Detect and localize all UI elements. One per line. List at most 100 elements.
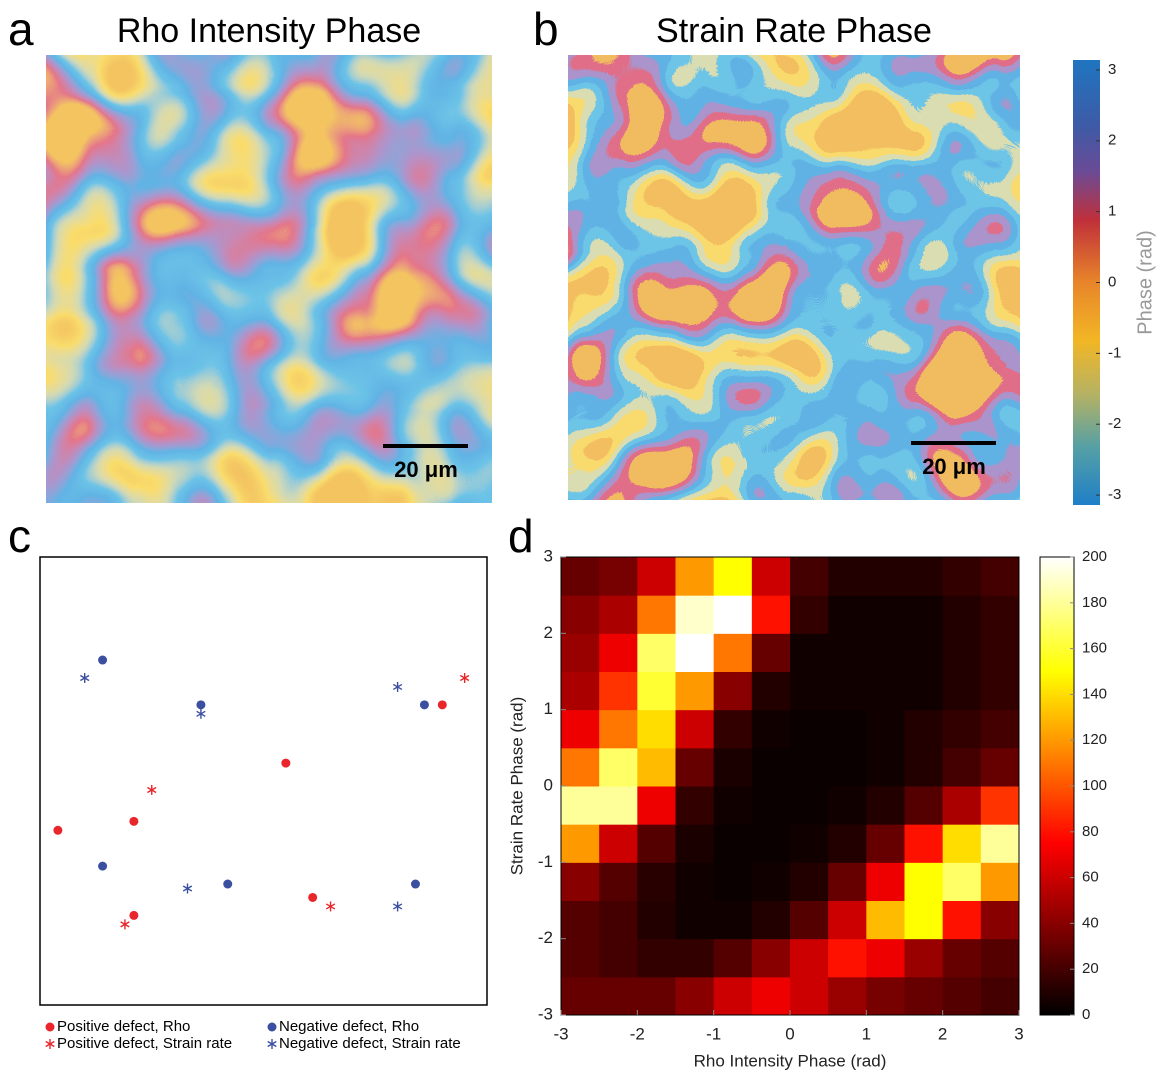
defect-point [459,672,470,683]
heatmap-cell [675,786,715,825]
heatmap-cell [561,747,600,787]
heatmap-cell [751,786,791,825]
heatmap-cell [980,595,1020,634]
heatmap-cell [599,633,638,672]
heatmap-cell [751,671,791,711]
heatmap-cell [980,557,1020,596]
x-tick-label: 2 [938,1024,947,1043]
heatmap-cell [980,747,1020,787]
heatmap-cell [599,557,638,596]
heatmap-cell [675,976,715,1016]
defect-point [196,700,206,710]
heatmap-cell [980,671,1020,711]
heatmap-cell [713,557,753,596]
heatmap-cell [675,595,715,634]
heatmap-cell [904,938,944,978]
heatmap-cell [866,824,905,863]
heatmap-cell [828,976,867,1016]
panel-label: a [8,3,34,55]
heatmap-cell [790,862,829,901]
colorbar-tick-label: 20 [1082,960,1099,977]
defect-point [223,879,233,889]
heatmap-cell [561,786,600,825]
heatmap-cell [942,557,982,596]
heatmap-cell [942,862,982,901]
heatmap-cell [561,595,600,634]
heatmap-cell [599,824,638,863]
star-stroke [80,674,90,682]
x-tick-label: 1 [862,1024,871,1043]
colorbar [1039,556,1075,1016]
heatmap-cell [561,900,600,940]
heatmap-cell [866,633,905,672]
heatmap-cell [942,786,982,825]
heatmap-cell [828,862,867,901]
colorbar-tick-label: 2 [1108,132,1116,149]
colorbar-tick-label: 0 [1108,273,1116,290]
heatmap-cell [713,824,753,863]
heatmap-cell [866,671,905,711]
heatmap-cell [599,938,638,978]
phase-map [46,55,492,503]
colorbar-tick-label: 40 [1082,914,1099,931]
heatmap-cell [637,557,676,596]
heatmap-cell [980,938,1020,978]
heatmap-cell [713,671,753,711]
heatmap-cell [866,709,905,749]
heatmap-cell [675,900,715,940]
star-stroke [196,710,206,717]
star-stroke [392,683,403,691]
colorbar-tick-label: -3 [1108,486,1121,503]
colorbar-label: Phase (rad) [1134,230,1156,335]
heatmap-cell [561,557,600,596]
heatmap-cell [790,824,829,863]
defect-point [129,816,139,826]
heatmap-cell [599,671,638,711]
legend-marker [267,1022,277,1032]
heatmap-cell [828,938,867,978]
heatmap-cell [751,747,791,787]
heatmap-cell [828,747,867,787]
heatmap-cell [904,671,944,711]
heatmap-cell [751,824,791,863]
heatmap-cell [904,633,944,672]
x-tick-label: 0 [785,1024,794,1043]
star-stroke [182,885,193,892]
heatmap-cell [942,671,982,711]
heatmap-cell [866,862,905,901]
colorbar-tick-label: 3 [1108,61,1116,78]
heatmap-cell [904,862,944,901]
colorbar-tick-label: 1 [1108,203,1116,220]
heatmap-cell [713,862,753,901]
heatmap-cell [675,747,715,787]
heatmap-cell [561,671,600,711]
heatmap-cell [637,976,676,1016]
heatmap-cell [751,976,791,1016]
heatmap-cell [599,709,638,749]
heatmap-cell [942,633,982,672]
heatmap-cell [713,938,753,978]
heatmap-cell [790,633,829,672]
heatmap-cell [599,595,638,634]
heatmap-cell [980,824,1020,863]
legend-marker [267,1039,277,1049]
x-tick-label: -1 [706,1024,721,1043]
panel-label: d [508,510,534,562]
y-tick-label: -3 [538,1004,553,1023]
star-stroke [392,903,403,910]
heatmap-cell [980,633,1020,672]
heatmap-cell [866,976,905,1016]
heatmap-cell [942,747,982,787]
heatmap-cell [942,976,982,1016]
heatmap-cell [637,938,676,978]
y-axis-label: Strain Rate Phase (rad) [507,697,526,876]
heatmap-cell [866,747,905,787]
y-tick-label: 1 [544,699,553,718]
defect-point [129,910,139,920]
defect-point [392,901,403,912]
heatmap-cell [866,786,905,825]
heatmap-cell [866,900,905,940]
plot-frame [39,556,488,1006]
heatmap-cell [675,938,715,978]
defect-point [182,883,193,894]
